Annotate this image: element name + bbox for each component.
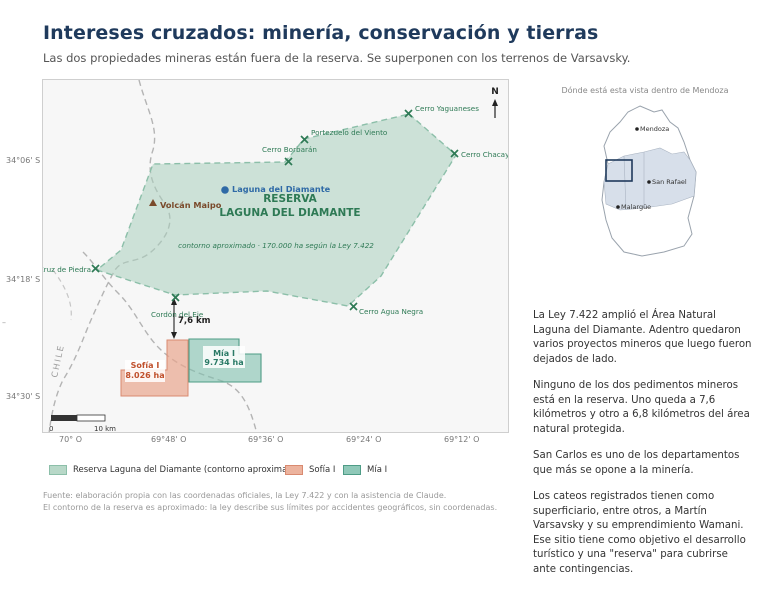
- page-subtitle: Las dos propiedades mineras están fuera …: [43, 51, 631, 65]
- paragraph: La Ley 7.422 amplió el Área Natural Lagu…: [533, 310, 752, 365]
- border-line: [52, 269, 72, 321]
- sofia-label-name: Sofía I: [131, 361, 160, 370]
- page-title: Intereses cruzados: minería, conservació…: [43, 22, 599, 44]
- legend-swatch-sofia: [285, 465, 303, 475]
- mia-label-box: [203, 346, 245, 368]
- legend-swatch-reserve: [49, 465, 67, 475]
- peak-label-piedra: Portezuelo Cruz de Piedra: [43, 265, 91, 274]
- peak-label-borbaran: Cerro Borbarán: [262, 145, 317, 154]
- legend-label-sofia: Sofía I: [309, 465, 336, 475]
- peak-label-yaguaneses: Cerro Yaguaneses: [415, 104, 479, 113]
- peak-marker-icon: [91, 109, 459, 311]
- view-extent-box: [605, 159, 633, 182]
- source-note: Fuente: elaboración propia con las coord…: [43, 490, 497, 514]
- distance-arrow-head-bottom: [171, 332, 177, 339]
- distance-arrow-head-top: [171, 298, 177, 305]
- inset-department-line: [623, 155, 627, 211]
- sofia-label-area: 8.026 ha: [125, 371, 164, 380]
- mia-label-area: 9.734 ha: [204, 358, 243, 367]
- mia-label-name: Mía I: [213, 349, 235, 358]
- lat-label: 34°30' S: [6, 392, 41, 401]
- lon-label: 69°12' O: [444, 435, 480, 444]
- laguna-point-icon: [221, 186, 229, 194]
- axis-tick-mark: –: [2, 318, 6, 327]
- city-dot-icon: [635, 127, 639, 131]
- scale-label-ten: 10 km: [94, 425, 116, 433]
- inset-city-malargue: Malargüe: [621, 203, 651, 211]
- sofia-label-box: [125, 360, 165, 382]
- paragraph: San Carlos es uno de los departamentos q…: [533, 450, 740, 476]
- laguna-label: Laguna del Diamante: [232, 184, 331, 194]
- volcano-icon: [149, 199, 157, 206]
- volcano-label: Volcán Maipo: [160, 200, 222, 210]
- lon-label: 69°24' O: [346, 435, 382, 444]
- source-line-2: El contorno de la reserva es aproximado:…: [43, 503, 498, 512]
- lon-label: 70° O: [59, 435, 83, 444]
- article-text: La Ley 7.422 amplió el Área Natural Lagu…: [533, 309, 753, 589]
- legend-label-mia: Mía I: [367, 465, 388, 475]
- legend-swatch-mia: [343, 465, 361, 475]
- city-dot-icon: [647, 180, 651, 184]
- legend-item-sofia: Sofía I: [285, 465, 335, 475]
- inset-city-mendoza: Mendoza: [640, 125, 669, 133]
- peak-label-viento: Portezuelo del Viento: [311, 128, 387, 137]
- inset-city-san-rafael: San Rafael: [652, 178, 687, 186]
- source-line-1: Fuente: elaboración propia con las coord…: [43, 491, 447, 500]
- reserve-polygon: [95, 113, 457, 307]
- lat-label: 34°18' S: [6, 275, 41, 284]
- scale-bar-light: [76, 414, 106, 422]
- inset-map: Mendoza San Rafael Malargüe: [580, 100, 710, 264]
- scale-bar-dark: [51, 415, 77, 421]
- lon-label: 69°48' O: [151, 435, 187, 444]
- chile-border-line: [48, 80, 171, 432]
- peak-label-chacay: Cerro Chacay: [461, 150, 509, 159]
- chile-label: CHILE: [50, 343, 67, 378]
- peak-label-agua-negra: Cerro Agua Negra: [359, 307, 423, 316]
- reserve-note: contorno aproximado · 170.000 ha según l…: [178, 241, 374, 250]
- provincial-border-line: [82, 251, 258, 432]
- scale-label-zero: 0: [49, 425, 53, 433]
- legend-label-reserve: Reserva Laguna del Diamante (contorno ap…: [73, 465, 302, 475]
- inset-region-shading: [603, 147, 697, 211]
- north-label: N: [491, 87, 499, 97]
- reserve-label-line1: RESERVA: [263, 193, 317, 205]
- legend-item-mia: Mía I: [343, 465, 387, 475]
- inset-canvas: Mendoza San Rafael Malargüe: [601, 105, 697, 257]
- lon-label: 69°36' O: [248, 435, 284, 444]
- lat-label: 34°06' S: [6, 156, 41, 165]
- paragraph: Ninguno de los dos pedimentos mineros es…: [533, 380, 750, 435]
- north-arrow-head-icon: [492, 99, 498, 106]
- paragraph: Los cateos registrados tienen como super…: [533, 491, 746, 575]
- distance-label: 7,6 km: [178, 316, 211, 326]
- reserve-label-line2: LAGUNA DEL DIAMANTE: [219, 207, 360, 219]
- map-canvas: N Cerro Yaguaneses Portezuelo del Viento…: [43, 80, 509, 433]
- city-dot-icon: [616, 205, 620, 209]
- inset-title: Dónde está esta vista dentro de Mendoza: [561, 86, 729, 95]
- legend-item-reserve: Reserva Laguna del Diamante (contorno ap…: [49, 465, 301, 475]
- peak-label-cordon: Cordón del Eje: [151, 310, 204, 319]
- main-map[interactable]: N Cerro Yaguaneses Portezuelo del Viento…: [42, 79, 509, 433]
